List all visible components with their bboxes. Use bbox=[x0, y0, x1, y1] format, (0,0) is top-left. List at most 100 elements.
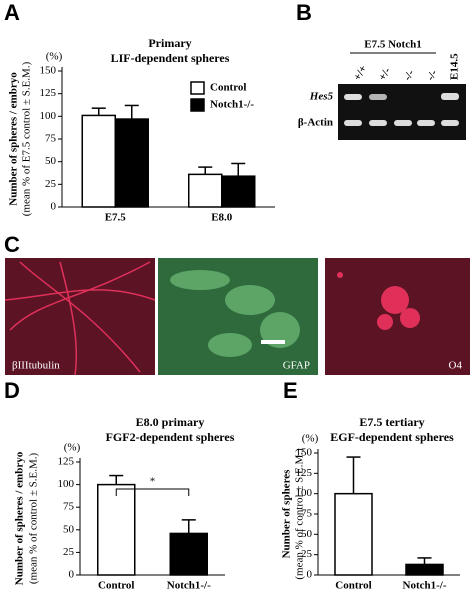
y-tick-label: 0 bbox=[69, 569, 75, 581]
y-unit: (%) bbox=[302, 433, 319, 445]
y-tick-label: 100 bbox=[58, 478, 75, 490]
micrograph bbox=[5, 258, 155, 375]
y-tick-label: 0 bbox=[307, 569, 313, 581]
annotation: * bbox=[150, 476, 156, 488]
bar bbox=[188, 173, 223, 208]
gel-bands bbox=[344, 93, 459, 126]
cell bbox=[337, 272, 343, 278]
y-tick-label: 25 bbox=[45, 178, 57, 190]
chart-subtitle: FGF2-dependent spheres bbox=[106, 430, 235, 444]
error-bar bbox=[124, 104, 139, 120]
x-tick-label: Notch1-/- bbox=[403, 580, 447, 589]
band bbox=[344, 120, 362, 126]
y-axis-label: (mean % of E7.5 control ± S.E.M.) bbox=[21, 61, 33, 216]
bar bbox=[169, 532, 208, 576]
chart-title: E7.5 tertiary bbox=[359, 415, 424, 429]
y-tick-label: 0 bbox=[51, 201, 57, 213]
image-label: βIIItubulin bbox=[12, 360, 60, 372]
y-axis-label: Number of spheres / embryo bbox=[8, 72, 20, 206]
image-label: O4 bbox=[449, 360, 463, 372]
legend-swatch bbox=[190, 81, 205, 95]
cell bbox=[260, 312, 300, 348]
cell bbox=[225, 285, 275, 315]
bar bbox=[405, 563, 444, 576]
chart-subtitle: LIF-dependent spheres bbox=[111, 51, 230, 65]
neurite bbox=[19, 261, 141, 373]
cell bbox=[208, 333, 252, 357]
band bbox=[441, 120, 459, 126]
bar bbox=[221, 175, 256, 208]
lane-label: E14.5 bbox=[449, 53, 461, 80]
y-tick-label: 150 bbox=[296, 447, 313, 459]
y-tick-label: 150 bbox=[40, 65, 57, 77]
band bbox=[441, 93, 459, 100]
y-unit: (%) bbox=[64, 442, 81, 454]
band bbox=[369, 94, 387, 100]
neurite bbox=[59, 261, 78, 376]
cells bbox=[170, 270, 300, 357]
error-bar bbox=[109, 474, 124, 485]
legend-label: Control bbox=[210, 82, 246, 94]
y-axis-label: Number of spheres bbox=[281, 469, 293, 559]
band bbox=[394, 120, 412, 126]
y-tick-label: 50 bbox=[45, 155, 57, 167]
error-bar bbox=[346, 456, 361, 494]
error-bar bbox=[181, 519, 196, 534]
y-tick-label: 125 bbox=[58, 456, 75, 468]
gel-image bbox=[338, 84, 466, 140]
cell bbox=[381, 286, 409, 314]
y-tick-label: 75 bbox=[63, 501, 75, 513]
bar bbox=[97, 483, 136, 576]
micrograph bbox=[325, 258, 470, 375]
y-axis-label: (mean % of control ± S.E.M.) bbox=[28, 453, 40, 585]
y-tick-label: 75 bbox=[45, 133, 57, 145]
chart-title: E8.0 primary bbox=[136, 415, 205, 429]
lane-label: +/+ bbox=[351, 63, 369, 83]
x-tick-label: Notch1-/- bbox=[167, 580, 211, 589]
gel-title: E7.5 Notch1 bbox=[364, 39, 421, 51]
panel-label: B bbox=[296, 0, 312, 25]
bar bbox=[81, 114, 116, 208]
significance-bracket bbox=[115, 488, 190, 496]
y-tick-label: 125 bbox=[40, 87, 57, 99]
y-tick-label: 25 bbox=[63, 546, 75, 558]
y-tick-label: 25 bbox=[301, 548, 313, 560]
gel-row-label: Hes5 bbox=[309, 91, 334, 103]
error-bar bbox=[231, 162, 246, 177]
cell bbox=[170, 270, 230, 290]
x-tick-label: E8.0 bbox=[211, 212, 233, 224]
bar bbox=[334, 492, 373, 576]
x-tick-label: Control bbox=[98, 580, 134, 589]
y-tick-label: 75 bbox=[301, 508, 313, 520]
y-tick-label: 100 bbox=[296, 487, 313, 499]
y-tick-label: 125 bbox=[296, 467, 313, 479]
y-tick-label: 50 bbox=[301, 528, 313, 540]
y-axis-label: (mean % of control ± S.E.M.) bbox=[294, 448, 306, 580]
error-bar bbox=[417, 557, 432, 565]
gel-row-label: β-Actin bbox=[298, 117, 333, 129]
y-unit: (%) bbox=[46, 51, 63, 63]
y-tick-label: 100 bbox=[40, 110, 57, 122]
image-label: GFAP bbox=[283, 360, 310, 372]
panel-label: A bbox=[4, 0, 20, 25]
scale-bar bbox=[261, 340, 285, 344]
cell bbox=[377, 314, 393, 330]
panel-label: D bbox=[4, 378, 20, 403]
band bbox=[369, 120, 387, 126]
neurites bbox=[4, 261, 156, 376]
chart-subtitle: EGF-dependent spheres bbox=[330, 430, 454, 444]
legend-label: Notch1-/- bbox=[210, 99, 254, 111]
chart-title: Primary bbox=[148, 36, 191, 50]
y-tick-label: 50 bbox=[63, 523, 75, 535]
panel-label: C bbox=[4, 232, 20, 257]
panel-label: E bbox=[283, 378, 298, 403]
lane-label: +/- bbox=[376, 65, 393, 83]
x-tick-label: Control bbox=[335, 580, 371, 589]
error-bar bbox=[198, 166, 213, 175]
x-tick-label: E7.5 bbox=[105, 212, 127, 224]
legend-swatch bbox=[190, 98, 205, 112]
lane-label: -/- bbox=[424, 67, 440, 82]
neurite bbox=[4, 289, 156, 301]
cell bbox=[400, 308, 420, 328]
